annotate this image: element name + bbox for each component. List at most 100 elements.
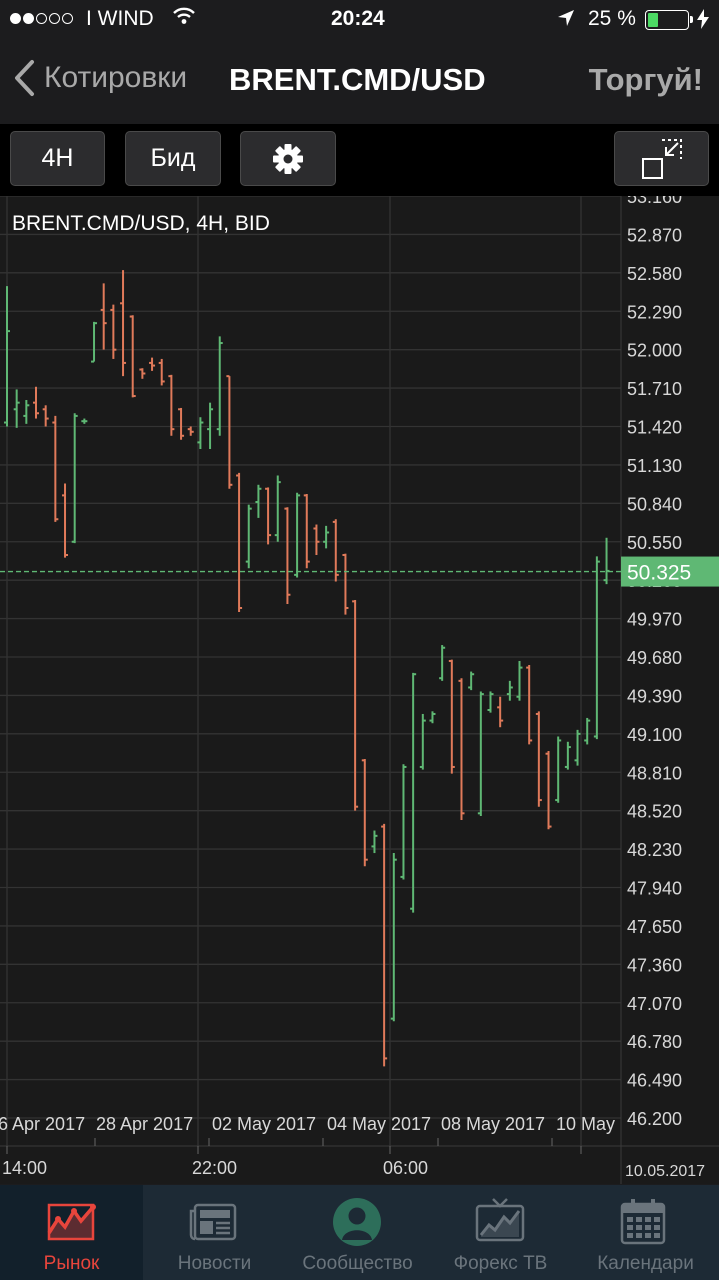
tab-bar: Рынок Новости Сообщество Форекс ТВ [0, 1185, 719, 1280]
y-tick-label: 46.490 [627, 1071, 682, 1091]
ohlc-bar [71, 413, 78, 544]
y-tick-label: 52.870 [627, 225, 682, 245]
ohlc-bar [81, 418, 88, 424]
ohlc-bar [497, 696, 504, 728]
community-user-icon [333, 1198, 381, 1246]
ohlc-bar [371, 830, 378, 854]
ohlc-bar [545, 751, 552, 830]
page-title: BRENT.CMD/USD [229, 62, 486, 97]
ohlc-bar [593, 556, 600, 740]
y-tick-label: 51.130 [627, 456, 682, 476]
gear-icon [273, 143, 303, 174]
clock: 20:24 [331, 7, 385, 30]
calendar-icon [620, 1199, 666, 1245]
ohlc-bar [294, 492, 301, 578]
ohlc-bar [458, 678, 465, 820]
ohlc-bar [42, 405, 49, 427]
ohlc-bar [23, 400, 30, 424]
y-tick-label: 50.840 [627, 494, 682, 514]
back-button-label: Котировки [44, 61, 188, 94]
tab-label: Рынок [43, 1253, 100, 1274]
y-tick-label: 49.680 [627, 648, 682, 668]
ohlc-bar [120, 270, 127, 377]
tab-calendar[interactable]: Календари [572, 1185, 719, 1280]
chart-title: BRENT.CMD/USD, 4H, BID [12, 212, 270, 235]
newspaper-icon [189, 1203, 237, 1241]
price-chart[interactable]: 53.160 52.870 52.580 52.290 52.000 51.710 51.4… [0, 196, 719, 1184]
ohlc-bar [168, 374, 175, 436]
ohlc-bar [352, 600, 359, 811]
tab-label: Новости [177, 1253, 252, 1274]
tab-label: Форекс ТВ [453, 1253, 548, 1274]
forex-tv-icon [475, 1198, 525, 1242]
signal-dot [62, 13, 73, 24]
ohlc-bar [100, 283, 107, 350]
price-type-button[interactable]: Бид [125, 131, 221, 186]
timeframe-button[interactable]: 4H [10, 131, 105, 186]
ohlc-bar [139, 368, 146, 379]
ohlc-bar [52, 415, 59, 522]
candlestick-chart[interactable]: 53.160 52.870 52.580 52.290 52.000 51.710 51.4… [0, 196, 719, 1184]
ohlc-bar [564, 741, 571, 770]
ohlc-bar [13, 389, 20, 428]
tab-news[interactable]: Новости [143, 1185, 286, 1280]
ohlc-bar [410, 672, 417, 913]
x-date-label: 02 May 2017 [212, 1114, 316, 1134]
signal-dot [36, 13, 47, 24]
ohlc-bar [187, 426, 194, 436]
ohlc-bar [149, 357, 156, 371]
fullscreen-toggle-button[interactable] [614, 131, 709, 186]
tab-forex-tv[interactable]: Форекс ТВ [429, 1185, 572, 1280]
ohlc-bar [390, 853, 397, 1022]
ohlc-bar [429, 711, 436, 724]
ohlc-bar [197, 417, 204, 450]
back-button[interactable]: Котировки [12, 58, 187, 98]
ohlc-bar [265, 487, 272, 545]
y-tick-label: 46.780 [627, 1032, 682, 1052]
ohlc-bar [129, 315, 136, 398]
tab-community[interactable]: Сообщество [286, 1185, 429, 1280]
y-tick-label: 53.160 [627, 196, 682, 207]
chart-toolbar: 4H Бид [0, 125, 719, 196]
tab-market[interactable]: Рынок [0, 1185, 143, 1280]
ohlc-bar [226, 375, 233, 489]
x-date-label: 28 Apr 2017 [96, 1114, 193, 1134]
ohlc-bar [419, 713, 426, 770]
settings-button[interactable] [240, 131, 336, 186]
ohlc-bar [245, 504, 252, 569]
y-tick-label: 49.390 [627, 686, 682, 706]
tab-label: Календари [597, 1253, 694, 1274]
ohlc-bar [506, 680, 513, 701]
ohlc-bar [487, 691, 494, 713]
market-chart-icon [47, 1203, 96, 1241]
ohlc-bar [516, 660, 523, 701]
charging-bolt-icon [697, 9, 709, 35]
ohlc-bar [178, 407, 185, 440]
location-arrow-icon [557, 9, 575, 33]
ohlc-bar [91, 321, 98, 363]
x-time-label: 14:00 [2, 1158, 47, 1178]
chevron-left-icon [15, 60, 34, 96]
ohlc-bar [323, 525, 330, 549]
ohlc-bar [33, 386, 40, 419]
ohlc-bar [468, 671, 475, 691]
signal-strength-icon [10, 13, 73, 24]
signal-dot [10, 13, 21, 24]
trade-button[interactable]: Торгуй! [588, 62, 703, 97]
y-tick-label: 52.580 [627, 264, 682, 284]
ohlc-bar [62, 483, 69, 558]
current-price-label: 50.325 [627, 562, 691, 585]
x-time-label: 06:00 [383, 1158, 428, 1178]
ohlc-bar [477, 691, 484, 816]
y-tick-label: 51.710 [627, 379, 682, 399]
ohlc-bar [584, 717, 591, 745]
ohlc-bar [236, 472, 243, 612]
signal-dot [23, 13, 34, 24]
x-date-label: 08 May 2017 [441, 1114, 545, 1134]
y-tick-label: 49.970 [627, 610, 682, 630]
x-date-label: 26 Apr 2017 [0, 1114, 85, 1134]
ohlc-bar [284, 507, 291, 605]
ohlc-bar [303, 494, 310, 569]
y-tick-label: 52.000 [627, 341, 682, 361]
y-tick-label: 47.650 [627, 917, 682, 937]
